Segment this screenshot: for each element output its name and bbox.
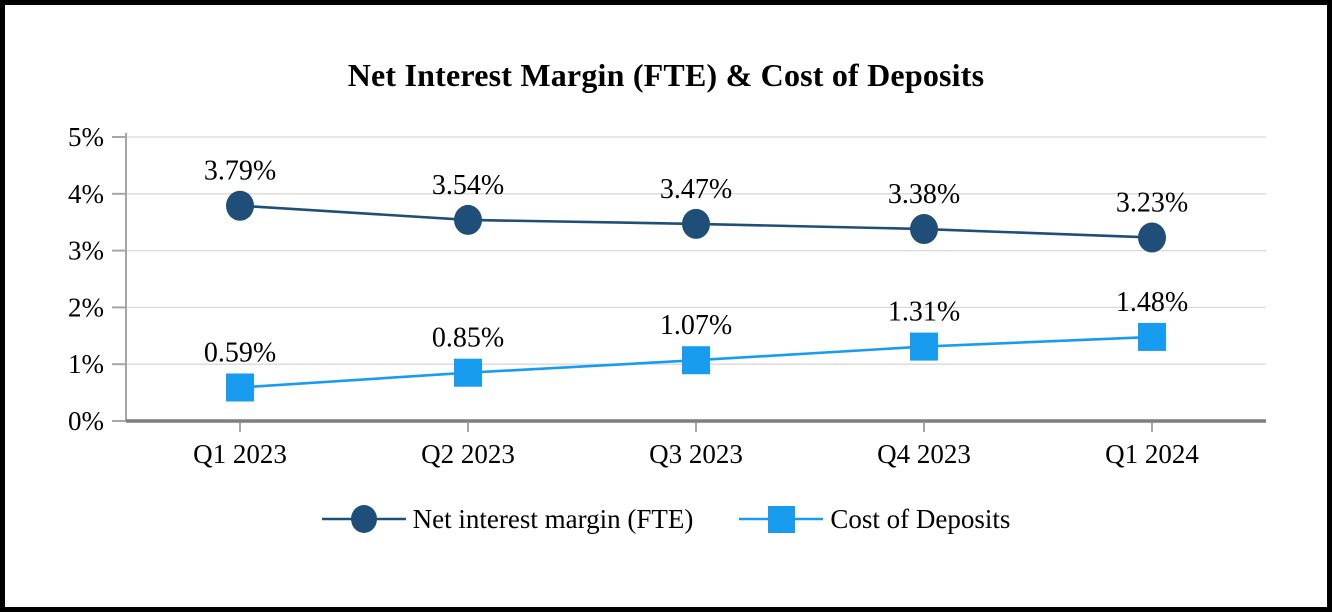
data-point-label: 0.59%: [204, 337, 276, 368]
data-point-marker: [454, 358, 482, 387]
data-point-marker: [910, 214, 938, 245]
data-point-marker: [226, 373, 254, 402]
data-point-marker: [454, 204, 482, 235]
y-tick-label: 2%: [68, 292, 104, 322]
data-point-label: 3.79%: [204, 156, 276, 187]
x-tick-label: Q1 2023: [193, 439, 287, 469]
data-point-label: 3.23%: [1116, 188, 1188, 219]
chart-title: Net Interest Margin (FTE) & Cost of Depo…: [347, 57, 985, 93]
legend-circle-marker-icon: [321, 505, 406, 533]
data-point-marker: [1138, 222, 1166, 253]
data-point-marker: [910, 332, 938, 361]
data-point-marker: [682, 346, 710, 375]
legend: Net interest margin (FTE) Cost of Deposi…: [5, 502, 1327, 536]
y-tick-label: 1%: [68, 349, 104, 379]
y-tick-label: 0%: [68, 406, 104, 436]
legend-item-cost-of-deposits: Cost of Deposits: [739, 502, 1010, 536]
y-tick-label: 5%: [68, 122, 104, 152]
x-tick-label: Q1 2024: [1105, 439, 1199, 469]
data-point-label: 3.54%: [432, 170, 504, 201]
x-tick-label: Q2 2023: [421, 439, 515, 469]
data-point-label: 3.38%: [888, 179, 960, 210]
data-point-label: 1.48%: [1116, 287, 1188, 318]
data-point-marker: [226, 190, 254, 221]
y-tick-label: 3%: [68, 236, 104, 266]
legend-item-net-interest-margin: Net interest margin (FTE): [321, 502, 694, 536]
line-chart-plot-area: 0% 1% 2% 3% 4% 5% Q1 2023 Q2 2023 Q3 2023 Q4 2023…: [68, 122, 1266, 469]
legend-label-net-interest-margin: Net interest margin (FTE): [412, 503, 694, 534]
data-point-label: 0.85%: [432, 323, 504, 354]
x-tick-label: Q3 2023: [649, 439, 743, 469]
data-point-label: 3.47%: [660, 174, 732, 205]
data-point-marker: [682, 208, 710, 239]
data-point-marker: [1138, 322, 1166, 351]
y-tick-label: 4%: [68, 179, 104, 209]
data-point-label: 1.07%: [660, 310, 732, 341]
x-tick-label: Q4 2023: [877, 439, 971, 469]
legend-square-marker-icon: [739, 506, 824, 533]
legend-label-cost-of-deposits: Cost of Deposits: [830, 503, 1011, 534]
data-point-label: 1.31%: [888, 297, 960, 328]
